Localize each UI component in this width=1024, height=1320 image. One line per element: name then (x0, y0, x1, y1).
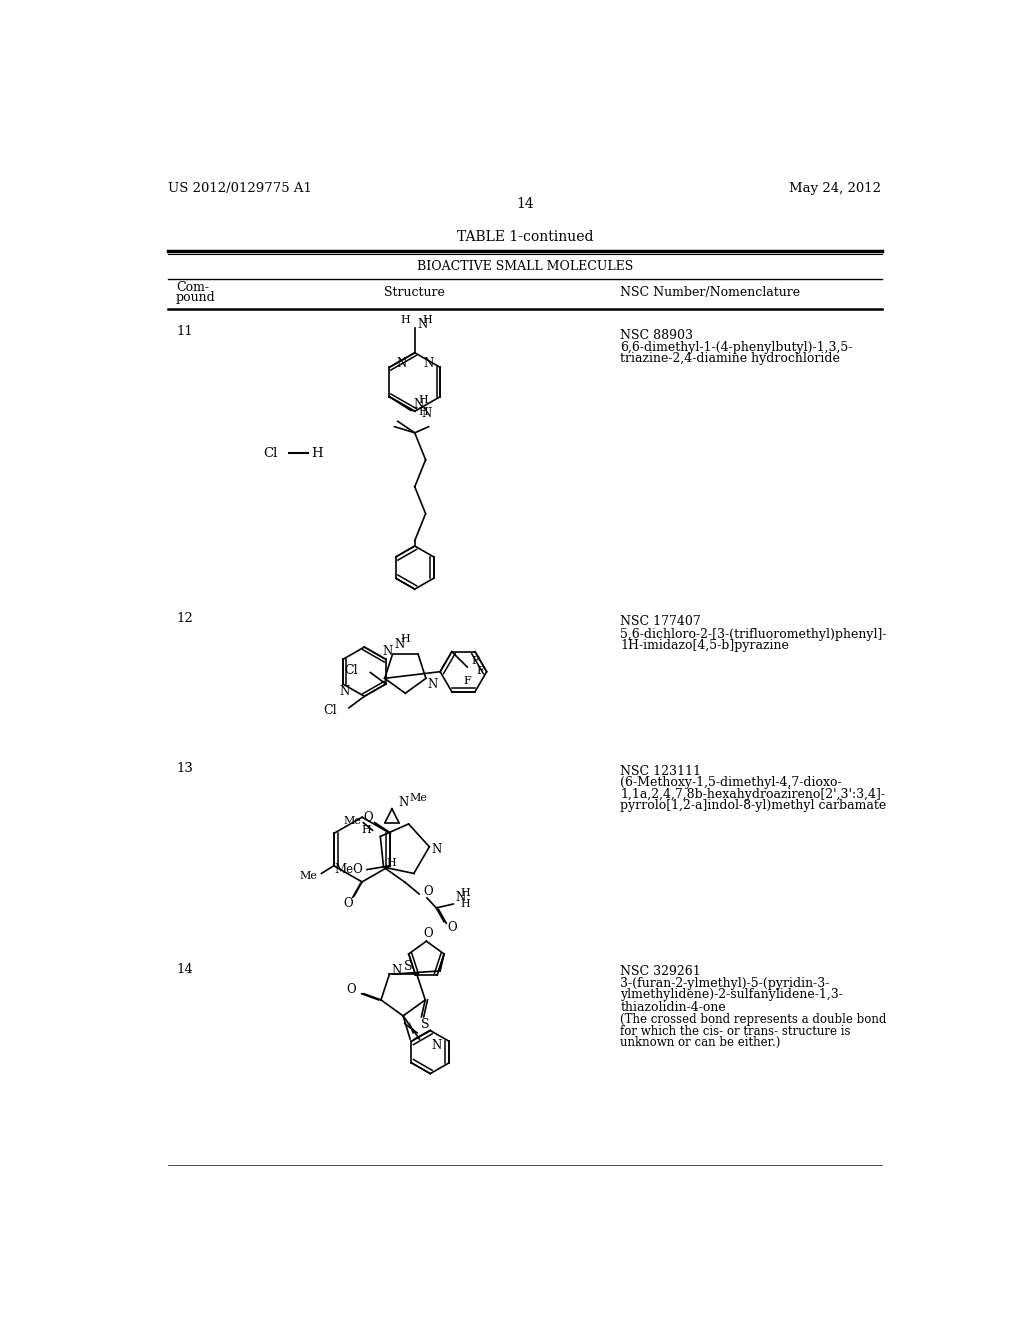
Text: H: H (461, 899, 471, 909)
Text: TABLE 1-continued: TABLE 1-continued (457, 230, 593, 244)
Text: H: H (422, 315, 432, 326)
Text: NSC 88903: NSC 88903 (621, 329, 693, 342)
Text: Me: Me (343, 816, 360, 826)
Text: 13: 13 (176, 762, 193, 775)
Text: Me: Me (300, 871, 317, 880)
Text: 6,6-dimethyl-1-(4-phenylbutyl)-1,3,5-: 6,6-dimethyl-1-(4-phenylbutyl)-1,3,5- (621, 341, 853, 354)
Text: N: N (394, 638, 404, 651)
Text: triazine-2,4-diamine hydrochloride: triazine-2,4-diamine hydrochloride (621, 352, 840, 366)
Text: O: O (346, 983, 356, 997)
Text: unknown or can be either.): unknown or can be either.) (621, 1036, 780, 1049)
Text: N: N (339, 685, 349, 698)
Text: MeO: MeO (335, 863, 364, 876)
Text: May 24, 2012: May 24, 2012 (790, 182, 882, 195)
Text: F: F (476, 665, 484, 676)
Text: 11: 11 (176, 325, 193, 338)
Text: 14: 14 (516, 197, 534, 211)
Text: BIOACTIVE SMALL MOLECULES: BIOACTIVE SMALL MOLECULES (417, 260, 633, 273)
Text: S: S (421, 1018, 429, 1031)
Text: NSC Number/Nomenclature: NSC Number/Nomenclature (621, 286, 800, 300)
Text: H: H (361, 825, 372, 836)
Text: pound: pound (176, 292, 216, 304)
Text: N: N (422, 407, 432, 420)
Text: O: O (364, 812, 374, 825)
Text: H: H (386, 858, 396, 869)
Text: US 2012/0129775 A1: US 2012/0129775 A1 (168, 182, 312, 195)
Text: H: H (400, 634, 410, 644)
Text: Com-: Com- (176, 281, 209, 294)
Text: F: F (471, 656, 479, 665)
Text: NSC 177407: NSC 177407 (621, 615, 700, 628)
Text: N: N (432, 842, 442, 855)
Text: 14: 14 (176, 964, 193, 975)
Text: H: H (461, 888, 471, 898)
Text: H: H (419, 407, 428, 417)
Text: Structure: Structure (384, 286, 445, 300)
Text: N: N (396, 356, 407, 370)
Text: Cl: Cl (263, 446, 278, 459)
Text: N: N (427, 678, 437, 690)
Text: 1H-imidazo[4,5-b]pyrazine: 1H-imidazo[4,5-b]pyrazine (621, 639, 790, 652)
Text: N: N (417, 318, 427, 331)
Text: H: H (419, 395, 428, 405)
Text: 12: 12 (176, 612, 193, 626)
Text: N: N (392, 964, 402, 977)
Text: S: S (404, 960, 413, 973)
Text: N: N (414, 397, 424, 411)
Text: 5,6-dichloro-2-[3-(trifluoromethyl)phenyl]-: 5,6-dichloro-2-[3-(trifluoromethyl)pheny… (621, 627, 887, 640)
Text: pyrrolo[1,2-a]indol-8-yl)methyl carbamate: pyrrolo[1,2-a]indol-8-yl)methyl carbamat… (621, 800, 887, 812)
Text: F: F (464, 676, 471, 686)
Text: N: N (398, 796, 409, 809)
Text: O: O (423, 927, 433, 940)
Text: (The crossed bond represents a double bond: (The crossed bond represents a double bo… (621, 1012, 887, 1026)
Text: Me: Me (409, 793, 427, 803)
Text: ylmethylidene)-2-sulfanylidene-1,3-: ylmethylidene)-2-sulfanylidene-1,3- (621, 989, 843, 1002)
Text: H: H (400, 315, 411, 326)
Text: NSC 329261: NSC 329261 (621, 965, 700, 978)
Text: N: N (382, 645, 392, 659)
Text: H: H (311, 446, 323, 459)
Text: N: N (456, 891, 466, 904)
Text: 3-(furan-2-ylmethyl)-5-(pyridin-3-: 3-(furan-2-ylmethyl)-5-(pyridin-3- (621, 977, 829, 990)
Text: NSC 123111: NSC 123111 (621, 764, 701, 777)
Text: Cl: Cl (323, 704, 337, 717)
Text: 1,1a,2,4,7,8b-hexahydroazireno[2',3':3,4]-: 1,1a,2,4,7,8b-hexahydroazireno[2',3':3,4… (621, 788, 885, 801)
Text: N: N (431, 1039, 441, 1052)
Text: O: O (447, 921, 458, 935)
Text: (6-Methoxy-1,5-dimethyl-4,7-dioxo-: (6-Methoxy-1,5-dimethyl-4,7-dioxo- (621, 776, 842, 789)
Text: O: O (343, 898, 353, 909)
Text: thiazolidin-4-one: thiazolidin-4-one (621, 1001, 726, 1014)
Text: O: O (423, 886, 433, 898)
Text: N: N (423, 356, 433, 370)
Text: for which the cis- or trans- structure is: for which the cis- or trans- structure i… (621, 1026, 851, 1038)
Text: Cl: Cl (344, 664, 358, 677)
